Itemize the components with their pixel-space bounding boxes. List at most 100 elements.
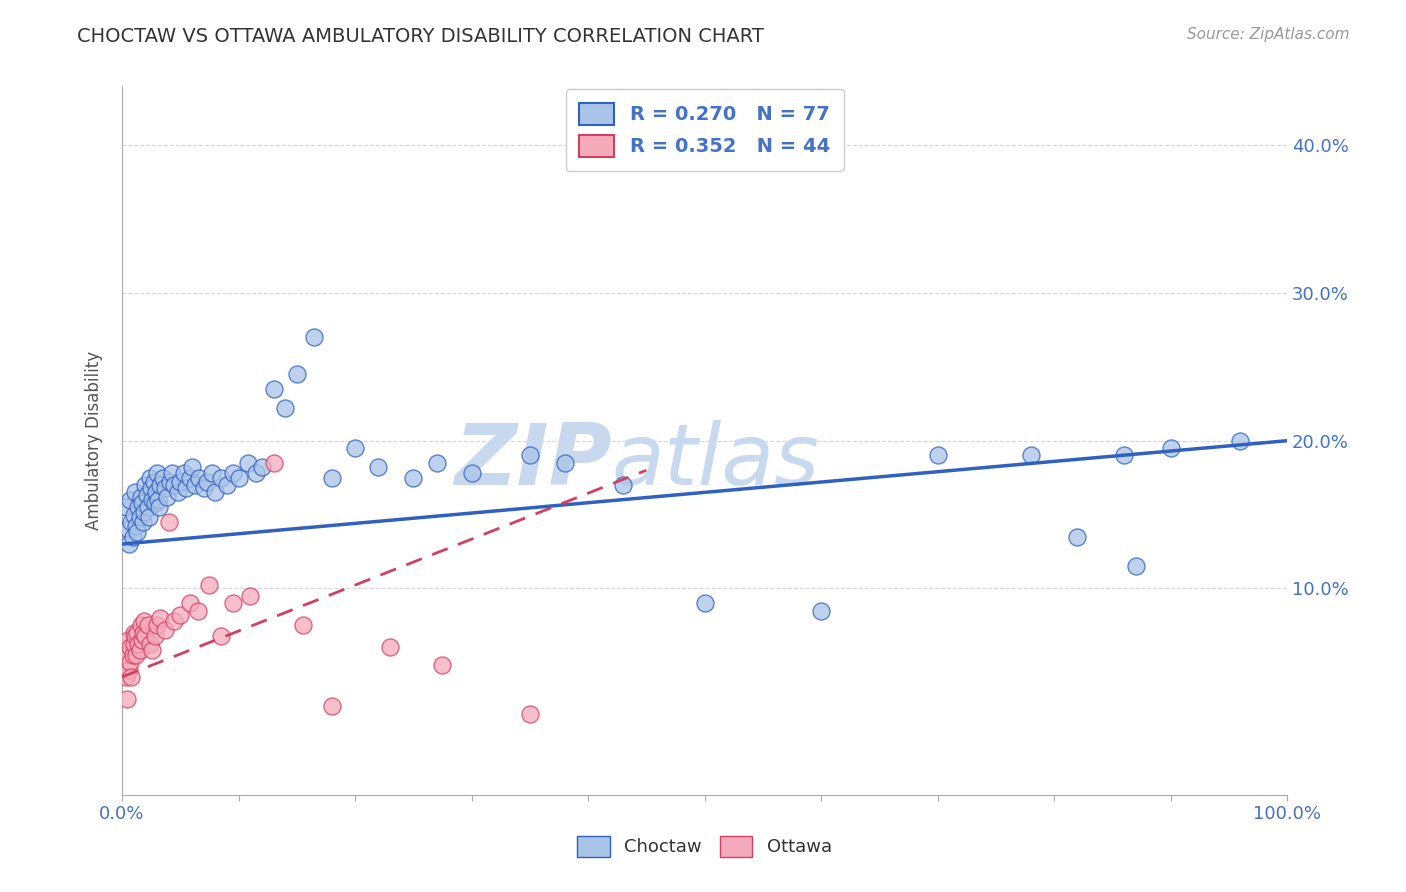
Point bbox=[132, 625, 155, 640]
Point bbox=[143, 496, 166, 510]
Point bbox=[138, 510, 160, 524]
Point bbox=[367, 460, 389, 475]
Point bbox=[274, 401, 297, 416]
Point bbox=[173, 466, 195, 480]
Point bbox=[157, 515, 180, 529]
Point bbox=[136, 500, 159, 515]
Point bbox=[141, 643, 163, 657]
Point bbox=[167, 485, 190, 500]
Point bbox=[148, 500, 170, 515]
Point bbox=[239, 589, 262, 603]
Point bbox=[250, 460, 273, 475]
Point bbox=[153, 623, 176, 637]
Point bbox=[321, 470, 343, 484]
Point bbox=[143, 629, 166, 643]
Point bbox=[149, 611, 172, 625]
Point bbox=[139, 637, 162, 651]
Point bbox=[163, 478, 186, 492]
Point bbox=[134, 629, 156, 643]
Point bbox=[139, 470, 162, 484]
Point bbox=[141, 492, 163, 507]
Point bbox=[159, 475, 181, 489]
Point bbox=[263, 456, 285, 470]
Point bbox=[402, 470, 425, 484]
Point bbox=[120, 670, 142, 684]
Point bbox=[519, 449, 541, 463]
Point bbox=[169, 607, 191, 622]
Point bbox=[121, 530, 143, 544]
Point bbox=[129, 618, 152, 632]
Point bbox=[195, 475, 218, 489]
Point bbox=[132, 515, 155, 529]
Point bbox=[291, 618, 314, 632]
Point bbox=[378, 640, 401, 655]
Point bbox=[554, 456, 576, 470]
Point bbox=[131, 633, 153, 648]
Point bbox=[1125, 559, 1147, 574]
Point bbox=[927, 449, 949, 463]
Point bbox=[135, 488, 157, 502]
Point bbox=[128, 643, 150, 657]
Point bbox=[304, 330, 326, 344]
Point bbox=[120, 640, 142, 655]
Point bbox=[114, 500, 136, 515]
Point bbox=[198, 578, 221, 592]
Point bbox=[181, 460, 204, 475]
Point bbox=[128, 510, 150, 524]
Point bbox=[285, 368, 308, 382]
Point bbox=[124, 629, 146, 643]
Point bbox=[141, 481, 163, 495]
Point bbox=[460, 466, 482, 480]
Point bbox=[114, 670, 136, 684]
Point bbox=[146, 618, 169, 632]
Point bbox=[127, 525, 149, 540]
Point bbox=[1019, 449, 1042, 463]
Point bbox=[125, 519, 148, 533]
Point bbox=[153, 481, 176, 495]
Point bbox=[209, 470, 232, 484]
Point bbox=[1112, 449, 1135, 463]
Point bbox=[125, 648, 148, 662]
Point bbox=[121, 648, 143, 662]
Point bbox=[118, 537, 141, 551]
Point bbox=[1066, 530, 1088, 544]
Point bbox=[117, 522, 139, 536]
Point bbox=[146, 492, 169, 507]
Point bbox=[432, 658, 454, 673]
Point bbox=[222, 596, 245, 610]
Point bbox=[127, 637, 149, 651]
Point bbox=[117, 648, 139, 662]
Point bbox=[163, 614, 186, 628]
Point bbox=[134, 478, 156, 492]
Point bbox=[204, 485, 226, 500]
Point bbox=[215, 478, 238, 492]
Point bbox=[193, 481, 215, 495]
Point bbox=[184, 478, 207, 492]
Point bbox=[1160, 441, 1182, 455]
Point bbox=[136, 618, 159, 632]
Point bbox=[187, 470, 209, 484]
Point bbox=[321, 699, 343, 714]
Point bbox=[152, 470, 174, 484]
Point bbox=[124, 485, 146, 500]
Point bbox=[179, 596, 201, 610]
Point bbox=[179, 470, 201, 484]
Point bbox=[160, 466, 183, 480]
Text: ZIP: ZIP bbox=[454, 420, 612, 503]
Point bbox=[120, 515, 142, 529]
Point bbox=[146, 466, 169, 480]
Point bbox=[169, 475, 191, 489]
Point bbox=[122, 625, 145, 640]
Point bbox=[156, 490, 179, 504]
Point bbox=[122, 637, 145, 651]
Point bbox=[142, 475, 165, 489]
Point bbox=[118, 663, 141, 677]
Text: atlas: atlas bbox=[612, 420, 820, 503]
Point bbox=[236, 456, 259, 470]
Point bbox=[129, 490, 152, 504]
Point bbox=[693, 596, 716, 610]
Point bbox=[519, 706, 541, 721]
Point bbox=[263, 382, 285, 396]
Point bbox=[112, 648, 135, 662]
Point bbox=[115, 692, 138, 706]
